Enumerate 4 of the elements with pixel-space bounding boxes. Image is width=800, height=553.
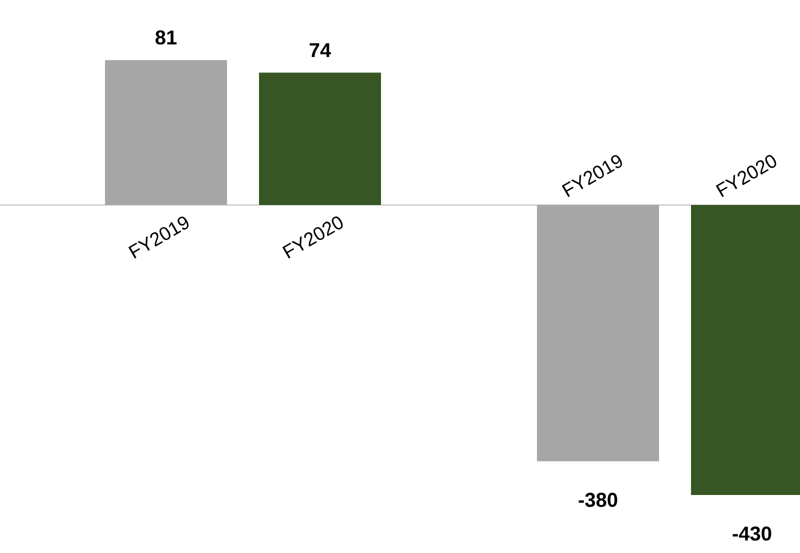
data-label: -430: [732, 526, 772, 541]
data-label: 81: [156, 30, 177, 45]
data-label: 74: [310, 43, 332, 58]
data-label: -380: [578, 492, 618, 507]
